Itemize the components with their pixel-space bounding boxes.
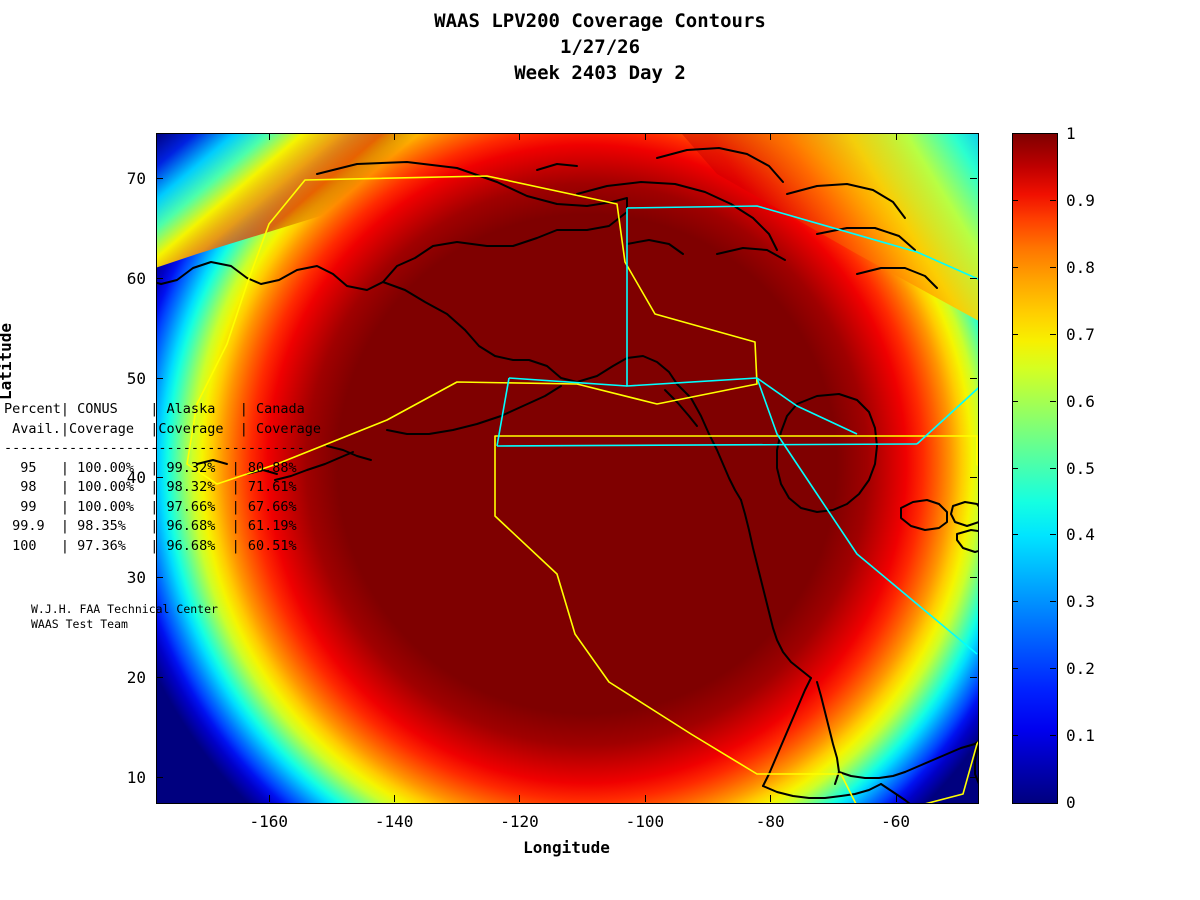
colorbar-tickmark bbox=[1050, 199, 1056, 201]
colorbar bbox=[1012, 133, 1058, 804]
colorbar-tick-label: 1 bbox=[1066, 124, 1076, 143]
x-tickmark bbox=[770, 133, 772, 140]
coastlines bbox=[157, 147, 978, 803]
x-tickmark bbox=[644, 795, 646, 802]
colorbar-tickmark bbox=[1050, 601, 1056, 603]
y-tick-label: 20 bbox=[126, 668, 146, 688]
colorbar-tick-label: 0.5 bbox=[1066, 458, 1095, 478]
y-tick-label: 50 bbox=[126, 368, 146, 388]
y-tick-label: 70 bbox=[126, 168, 146, 188]
x-tickmark bbox=[268, 133, 270, 140]
y-tickmark bbox=[970, 277, 977, 279]
coverage-contour-map bbox=[157, 134, 978, 803]
colorbar-tickmark bbox=[1012, 601, 1018, 603]
y-tickmark bbox=[156, 577, 163, 579]
x-tick-label: -100 bbox=[625, 812, 665, 831]
x-tickmark bbox=[268, 795, 270, 802]
credit-text: W.J.H. FAA Technical Center WAAS Test Te… bbox=[31, 602, 218, 631]
x-tickmark bbox=[895, 795, 897, 802]
y-tickmark bbox=[156, 377, 163, 379]
y-tickmark bbox=[970, 577, 977, 579]
colorbar-tickmark bbox=[1050, 333, 1056, 335]
y-tickmark bbox=[970, 177, 977, 179]
y-tickmark bbox=[970, 477, 977, 479]
colorbar-tickmark bbox=[1012, 534, 1018, 536]
title-line-2: 1/27/26 bbox=[559, 36, 641, 58]
colorbar-tickmark bbox=[1012, 467, 1018, 469]
colorbar-gradient bbox=[1013, 134, 1057, 803]
x-tickmark bbox=[519, 133, 521, 140]
y-tickmark bbox=[156, 277, 163, 279]
colorbar-tickmark bbox=[1012, 668, 1018, 670]
x-tickmark bbox=[394, 795, 396, 802]
title-line-1: WAAS LPV200 Coverage Contours bbox=[434, 10, 766, 32]
x-tick-label: -80 bbox=[755, 812, 785, 831]
colorbar-tickmark bbox=[1050, 735, 1056, 737]
colorbar-tickmark bbox=[1012, 199, 1018, 201]
conus-service-volume-boundary bbox=[186, 175, 978, 803]
colorbar-tick-label: 0.1 bbox=[1066, 726, 1095, 746]
y-tick-label: 60 bbox=[126, 268, 146, 288]
chart-title-block: WAAS LPV200 Coverage Contours 1/27/26 We… bbox=[0, 8, 1200, 86]
y-tickmark bbox=[156, 777, 163, 779]
y-tickmark bbox=[156, 177, 163, 179]
x-axis-title: Longitude bbox=[523, 838, 610, 857]
y-tick-label: 40 bbox=[126, 468, 146, 488]
colorbar-tick-label: 0.8 bbox=[1066, 257, 1095, 277]
colorbar-tick-label: 0.2 bbox=[1066, 659, 1095, 679]
colorbar-tick-label: 0 bbox=[1066, 793, 1076, 812]
canada-service-volume-boundary bbox=[496, 205, 978, 655]
y-tickmark bbox=[970, 377, 977, 379]
y-tickmark bbox=[156, 477, 163, 479]
y-tick-label: 10 bbox=[126, 768, 146, 788]
colorbar-tick-label: 0.6 bbox=[1066, 391, 1095, 411]
x-tick-label: -140 bbox=[374, 812, 414, 831]
x-tickmark bbox=[644, 133, 646, 140]
colorbar-tickmark bbox=[1050, 400, 1056, 402]
y-tickmark bbox=[970, 677, 977, 679]
coverage-field bbox=[157, 134, 978, 803]
map-canvas bbox=[157, 134, 978, 803]
colorbar-tickmark bbox=[1012, 333, 1018, 335]
x-tick-label: -120 bbox=[500, 812, 539, 831]
x-tickmark bbox=[770, 795, 772, 802]
colorbar-tick-label: 0.3 bbox=[1066, 592, 1095, 612]
colorbar-tickmark bbox=[1012, 266, 1018, 268]
colorbar-tickmark bbox=[1050, 668, 1056, 670]
colorbar-tickmark bbox=[1012, 400, 1018, 402]
colorbar-tick-label: 0.4 bbox=[1066, 525, 1095, 545]
y-tickmark bbox=[156, 677, 163, 679]
colorbar-tickmark bbox=[1012, 735, 1018, 737]
colorbar-tick-label: 0.9 bbox=[1066, 190, 1095, 210]
colorbar-tickmark bbox=[1050, 534, 1056, 536]
y-axis-title: Latitude bbox=[0, 322, 15, 400]
x-tickmark bbox=[519, 795, 521, 802]
x-tick-label: -60 bbox=[881, 812, 910, 831]
coverage-stats-table: Percent| CONUS | Alaska | Canada Avail.|… bbox=[4, 401, 321, 554]
colorbar-tickmark bbox=[1050, 467, 1056, 469]
colorbar-tickmark bbox=[1050, 266, 1056, 268]
title-line-3: Week 2403 Day 2 bbox=[514, 62, 686, 84]
y-tick-label: 30 bbox=[126, 568, 146, 588]
arctic-northwest-falloff bbox=[157, 134, 431, 268]
y-tickmark bbox=[970, 777, 977, 779]
colorbar-tick-label: 0.7 bbox=[1066, 324, 1095, 344]
x-tick-label: -160 bbox=[249, 812, 289, 831]
map-plot-area bbox=[156, 133, 979, 804]
x-tickmark bbox=[394, 133, 396, 140]
x-tickmark bbox=[895, 133, 897, 140]
